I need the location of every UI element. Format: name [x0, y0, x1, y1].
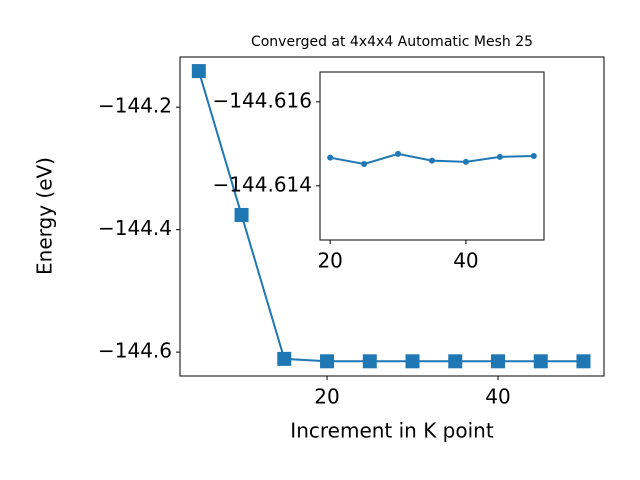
marker: [395, 150, 402, 157]
marker: [234, 207, 249, 222]
data-line: [197, 70, 584, 363]
marker: [448, 354, 463, 369]
marker: [496, 153, 503, 160]
marker: [429, 157, 435, 164]
x-tick-label: 40: [453, 249, 478, 273]
marker: [277, 351, 292, 366]
x-tick-label: 40: [485, 385, 510, 409]
marker: [320, 354, 335, 369]
marker: [191, 64, 206, 79]
marker: [361, 160, 368, 167]
marker: [533, 354, 548, 369]
y-tick-label: −144.6: [98, 339, 172, 363]
marker: [530, 153, 537, 159]
y-tick-label: −144.2: [98, 94, 172, 118]
marker: [362, 354, 377, 369]
y-tick-label: −144.4: [98, 216, 172, 240]
y-axis-label: Energy (eV): [33, 157, 57, 275]
marker: [576, 354, 591, 369]
y-tick-label: −144.614: [213, 172, 312, 196]
chart-title: Converged at 4x4x4 Automatic Mesh 25: [251, 34, 533, 50]
marker: [405, 354, 420, 369]
marker: [327, 154, 334, 161]
x-tick-label: 20: [317, 249, 342, 273]
marker: [462, 158, 469, 165]
y-tick-label: −144.616: [213, 88, 312, 112]
marker: [491, 354, 505, 369]
x-axis-label: Increment in K point: [290, 419, 494, 443]
x-tick-label: 20: [314, 385, 339, 409]
